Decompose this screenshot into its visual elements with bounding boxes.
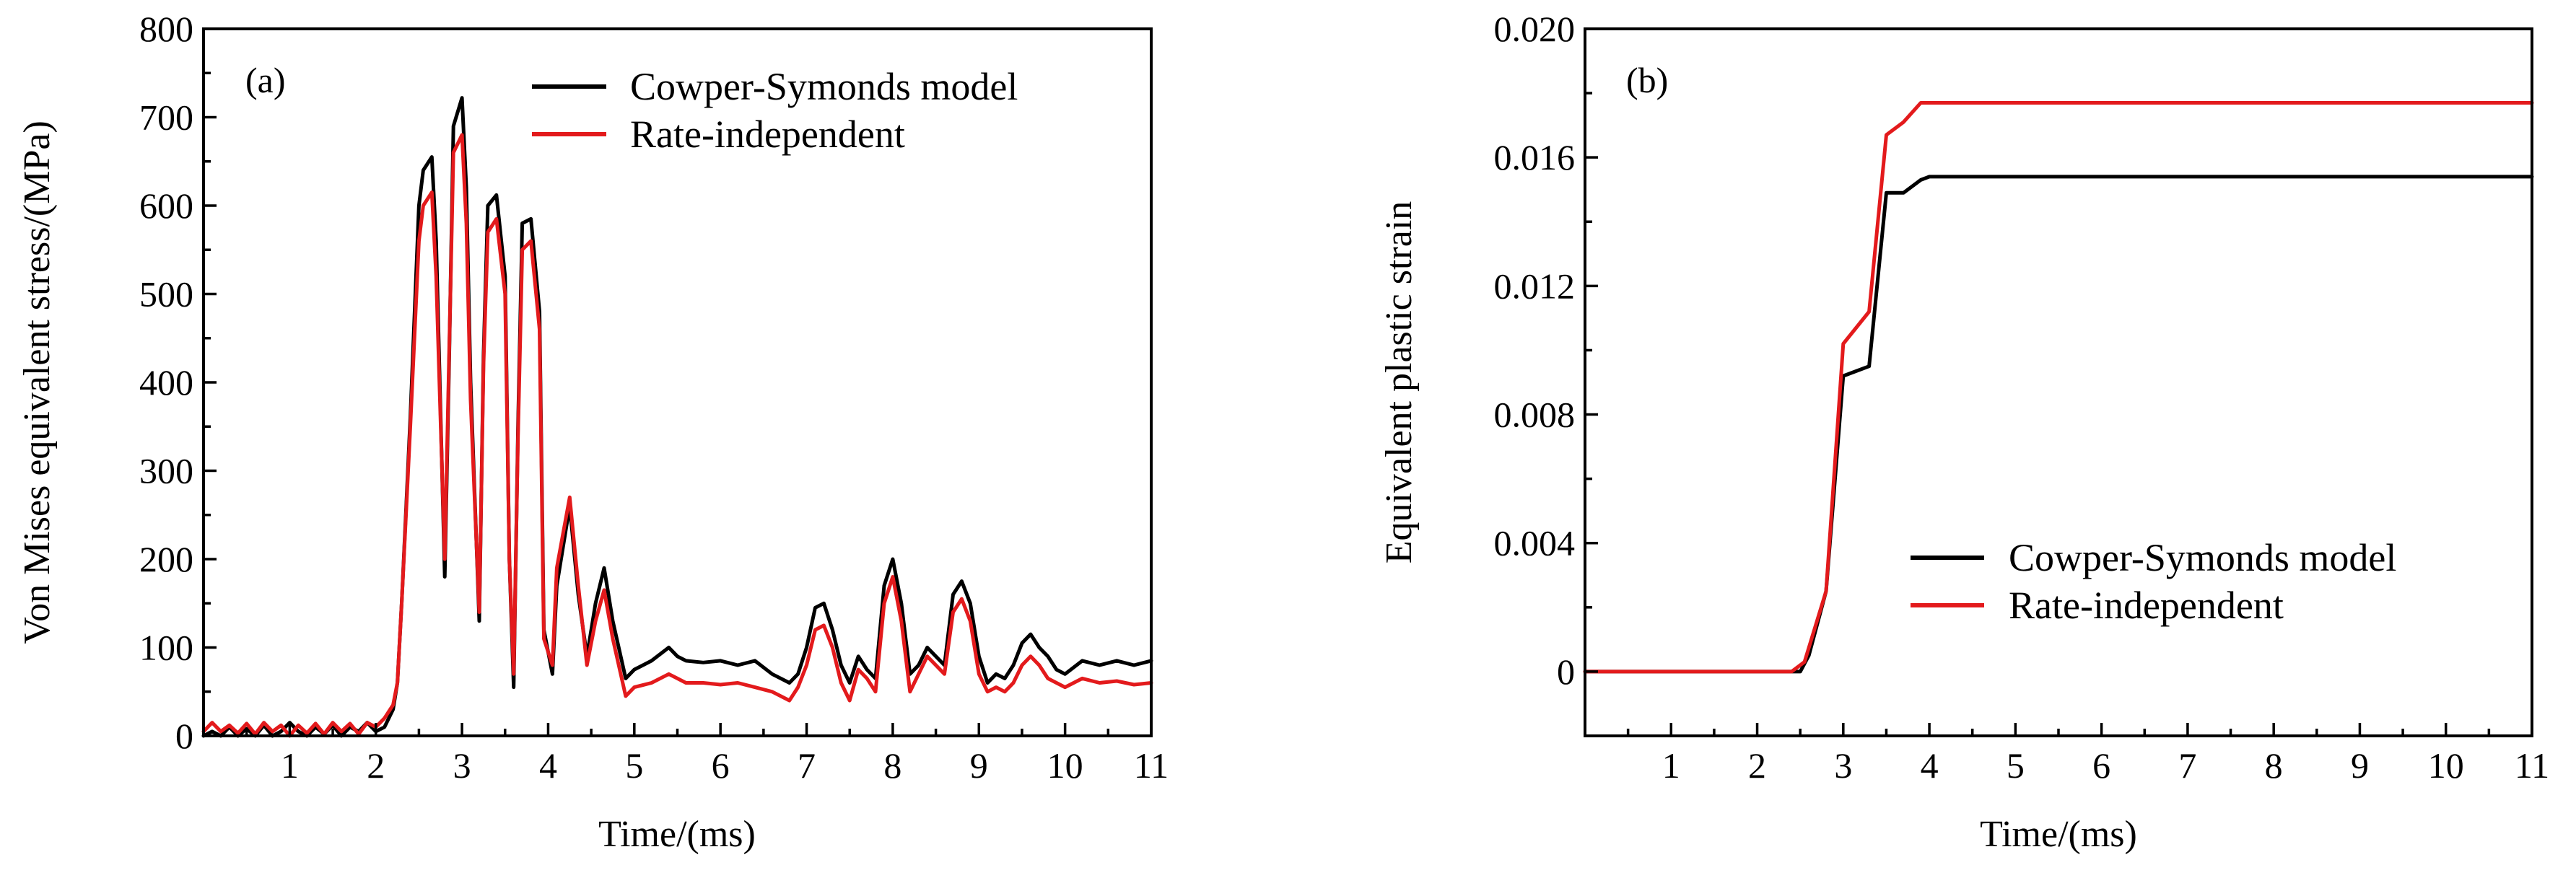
panel-a-legend: Cowper-Symonds model Rate-independent (532, 65, 1018, 156)
panel-a-legend-label-rate-independent: Rate-independent (630, 113, 905, 156)
panel-a-x-tick-label: 1 (281, 745, 299, 786)
panel-b-x-tick-label: 2 (1748, 745, 1766, 786)
panel-b-x-tick-label: 3 (1834, 745, 1852, 786)
panel-a-x-tick-label: 4 (539, 745, 557, 786)
panel-a-y-tick-label: 100 (139, 628, 193, 668)
panel-a-plot-frame (202, 27, 1153, 737)
panel-b-y-axis-title: Equivalent plastic strain (1379, 201, 1420, 564)
panel-a-y-tick-label: 400 (139, 362, 193, 403)
panel-b-x-tick-label: 6 (2092, 745, 2110, 786)
panel-a-y-tick-label: 600 (139, 185, 193, 226)
panel-a-x-tick-label: 11 (1134, 745, 1169, 786)
panel-a-x-tick-label: 3 (453, 745, 471, 786)
panel-a-x-tick-label: 9 (970, 745, 988, 786)
panel-b-x-axis-title: Time/(ms) (1980, 814, 2137, 855)
panel-a-x-tick-label: 7 (798, 745, 816, 786)
panel-a-y-tick-label: 300 (139, 451, 193, 491)
panel-b-plot-frame (1584, 27, 2533, 737)
panel-b-x-tick-label: 4 (1921, 745, 1939, 786)
panel-b-y-tick-label: 0.004 (1494, 523, 1576, 563)
panel-a-x-tick-label: 5 (625, 745, 643, 786)
panel-a-label: (a) (245, 60, 286, 100)
panel-b-x-tick-label: 1 (1662, 745, 1680, 786)
panel-b-x-tick-label: 10 (2428, 745, 2464, 786)
panel-b-y-tick-label: 0 (1557, 651, 1575, 692)
panel-b-x-tick-label: 8 (2265, 745, 2283, 786)
panel-a-x-tick-label: 2 (367, 745, 385, 786)
panel-b-series-rate-independent (1583, 101, 2534, 674)
panel-a-stress-chart: 1 2 3 4 5 6 7 8 9 10 11 0 100 200 300 400 500 600 700 800 (… (17, 9, 1169, 855)
panel-b-series-layer (1583, 101, 2534, 674)
panel-a-series-cowper-symonds-model (201, 96, 1153, 738)
panel-a-tick-layer: 1 2 3 4 5 6 7 8 9 10 11 0 100 200 300 400 500 600 700 800 (139, 9, 1169, 786)
panel-b-label: (b) (1626, 60, 1668, 100)
panel-a-x-tick-label: 8 (883, 745, 901, 786)
panel-b-y-tick-label: 0.008 (1494, 395, 1576, 435)
panel-a-series-rate-independent (201, 133, 1153, 738)
panel-b-x-tick-label: 5 (2007, 745, 2025, 786)
panel-a-y-tick-label: 0 (175, 716, 193, 756)
panel-a-y-tick-label: 500 (139, 274, 193, 315)
panel-b-legend: Cowper-Symonds model Rate-independent (1911, 536, 2396, 627)
panel-b-x-tick-label: 7 (2178, 745, 2196, 786)
panel-a-legend-label-cowper-symonds: Cowper-Symonds model (630, 65, 1018, 108)
panel-b-legend-label-cowper-symonds: Cowper-Symonds model (2009, 536, 2396, 579)
panel-b-x-tick-label: 9 (2351, 745, 2369, 786)
panel-b-y-tick-label: 0.016 (1494, 137, 1576, 177)
panel-a-y-tick-label: 200 (139, 539, 193, 579)
panel-a-x-tick-label: 10 (1047, 745, 1083, 786)
panel-a-y-tick-label: 800 (139, 9, 193, 49)
panel-b-y-tick-label: 0.012 (1494, 265, 1576, 306)
panel-a-x-axis-title: Time/(ms) (598, 814, 756, 855)
panel-b-strain-chart: 1 2 3 4 5 6 7 8 9 10 1100.0040.0080.0120.0160.020 … (1379, 9, 2549, 855)
panel-a-y-axis-title: Von Mises equivalent stress/(MPa) (17, 120, 58, 644)
panel-b-x-tick-label: 11 (2515, 745, 2549, 786)
panel-a-series-layer (201, 96, 1153, 738)
panel-b-y-tick-label: 0.020 (1494, 9, 1576, 49)
panel-a-x-tick-label: 6 (712, 745, 730, 786)
panel-a-y-tick-label: 700 (139, 97, 193, 138)
panel-b-legend-label-rate-independent: Rate-independent (2009, 584, 2284, 627)
panel-b-tick-layer: 1 2 3 4 5 6 7 8 9 10 11 0 0.004 0.008 0.012 0.016 0.020 (1494, 9, 2550, 786)
